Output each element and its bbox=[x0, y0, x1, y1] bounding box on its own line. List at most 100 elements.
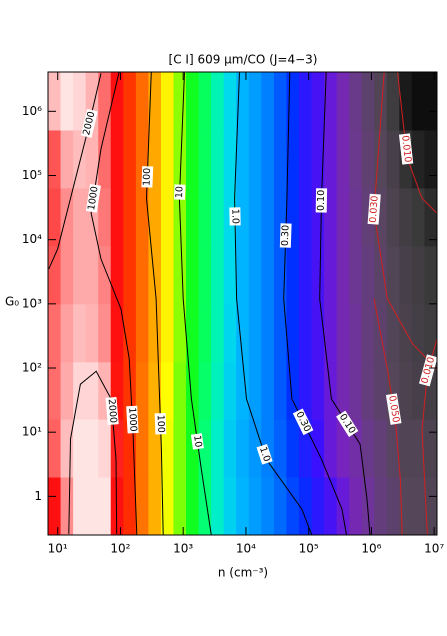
heatmap-cell bbox=[173, 477, 187, 536]
heatmap-cell bbox=[248, 361, 262, 420]
heatmap-cell bbox=[223, 303, 237, 363]
contour-label-bg bbox=[141, 166, 154, 188]
heatmap-cell bbox=[85, 419, 99, 478]
heatmap-cell bbox=[399, 477, 413, 536]
heatmap-cell bbox=[386, 187, 400, 247]
heatmap-cell bbox=[324, 303, 338, 363]
heatmap-cell bbox=[211, 129, 225, 189]
heatmap-cell bbox=[261, 477, 275, 536]
contour-line bbox=[283, 72, 347, 535]
heatmap-cell bbox=[135, 303, 149, 363]
heatmap-cell bbox=[98, 72, 112, 131]
heatmap-cell bbox=[411, 303, 425, 363]
heatmap-cell bbox=[236, 129, 250, 189]
y-tick-label: 10¹ bbox=[22, 425, 42, 439]
contour-label-text: 100 bbox=[141, 168, 153, 187]
contour-label-text: 0.050 bbox=[386, 395, 401, 424]
heatmap-cell bbox=[286, 419, 300, 478]
x-tick-label: 10⁵ bbox=[299, 542, 319, 556]
heatmap-cell bbox=[336, 72, 350, 131]
contour-label-text: 1000 bbox=[126, 407, 138, 432]
heatmap-cell bbox=[374, 245, 388, 305]
heatmap-cell bbox=[411, 419, 425, 478]
heatmap-cell bbox=[160, 187, 174, 247]
heatmap-cell bbox=[148, 245, 162, 305]
heatmap-cell bbox=[186, 303, 200, 363]
heatmap-cell bbox=[399, 303, 413, 363]
contour-label-bg bbox=[419, 354, 438, 387]
heatmap-cell bbox=[60, 477, 74, 536]
heatmap-cell bbox=[186, 129, 200, 189]
heatmap-cell bbox=[349, 303, 363, 363]
heatmap-cell bbox=[399, 245, 413, 305]
heatmap-cell bbox=[60, 303, 74, 363]
heatmap-cell bbox=[324, 129, 338, 189]
contour-label-text: 0.010 bbox=[399, 135, 413, 163]
heatmap-cell bbox=[198, 419, 212, 478]
heatmap-cell bbox=[273, 419, 287, 478]
heatmap-cell bbox=[223, 72, 237, 131]
heatmap-cell bbox=[386, 477, 400, 536]
heatmap-cell bbox=[223, 129, 237, 189]
contour-label: 2000 bbox=[105, 397, 119, 425]
y-tick-label: 10² bbox=[22, 361, 42, 375]
heatmap-cell bbox=[349, 245, 363, 305]
heatmap-cell bbox=[110, 72, 124, 131]
heatmap-cell bbox=[374, 361, 388, 420]
heatmap-cell bbox=[311, 477, 325, 536]
heatmap-cell bbox=[123, 245, 137, 305]
y-tick-label: 10³ bbox=[22, 296, 42, 310]
contour-label-text: 2000 bbox=[106, 398, 119, 423]
heatmap-cell bbox=[411, 245, 425, 305]
heatmap-cell bbox=[85, 303, 99, 363]
contour-label-bg bbox=[173, 184, 186, 200]
heatmap-cell bbox=[374, 419, 388, 478]
heatmap-cell bbox=[261, 245, 275, 305]
heatmap-cell bbox=[324, 245, 338, 305]
contours bbox=[48, 72, 437, 535]
heatmap-cell bbox=[148, 187, 162, 247]
heatmap-cell bbox=[298, 477, 313, 536]
heatmap-cell bbox=[173, 245, 187, 305]
heatmap-cell bbox=[211, 303, 225, 363]
contour-label-text: 2000 bbox=[81, 110, 97, 136]
heatmap-cell bbox=[424, 245, 438, 305]
heatmap-cell bbox=[298, 129, 313, 189]
heatmap-cell bbox=[273, 72, 287, 131]
heatmap-cell bbox=[123, 361, 137, 420]
heatmap-cell bbox=[324, 419, 338, 478]
heatmap-cell bbox=[361, 477, 375, 536]
heatmap-cell bbox=[399, 419, 413, 478]
contour-label-bg bbox=[279, 223, 292, 248]
heatmap-cell bbox=[311, 303, 325, 363]
heatmap-cell bbox=[261, 361, 275, 420]
heatmap-cell bbox=[374, 72, 388, 131]
heatmap-cell bbox=[236, 303, 250, 363]
contour-labels: 200020001000100010010010101.01.00.300.30… bbox=[80, 108, 438, 465]
heatmap-cell bbox=[223, 419, 237, 478]
heatmap-cell bbox=[135, 477, 149, 536]
contour-label-text: 0.030 bbox=[368, 195, 381, 223]
heatmap-cell bbox=[374, 477, 388, 536]
heatmap-cell bbox=[411, 129, 425, 189]
heatmap-cell bbox=[386, 245, 400, 305]
heatmap-cell bbox=[123, 187, 137, 247]
heatmap-cell bbox=[60, 245, 74, 305]
contour-label: 1000 bbox=[85, 184, 101, 213]
heatmap-cell bbox=[73, 72, 87, 131]
contour-label: 0.030 bbox=[367, 193, 381, 225]
heatmap-cell bbox=[135, 245, 149, 305]
heatmap-cell bbox=[98, 477, 112, 536]
x-tick-label: 10⁷ bbox=[424, 542, 444, 556]
contour-label-bg bbox=[315, 188, 328, 213]
x-tick-label: 10⁶ bbox=[361, 542, 381, 556]
heatmap-cell bbox=[48, 245, 62, 305]
heatmap-cell bbox=[186, 361, 200, 420]
contour-label-text: 0.30 bbox=[280, 225, 292, 246]
heatmap-cell bbox=[135, 187, 149, 247]
heatmap-cell bbox=[60, 187, 74, 247]
heatmap-cell bbox=[349, 129, 363, 189]
heatmap-cell bbox=[223, 477, 237, 536]
heatmap-cell bbox=[198, 477, 212, 536]
